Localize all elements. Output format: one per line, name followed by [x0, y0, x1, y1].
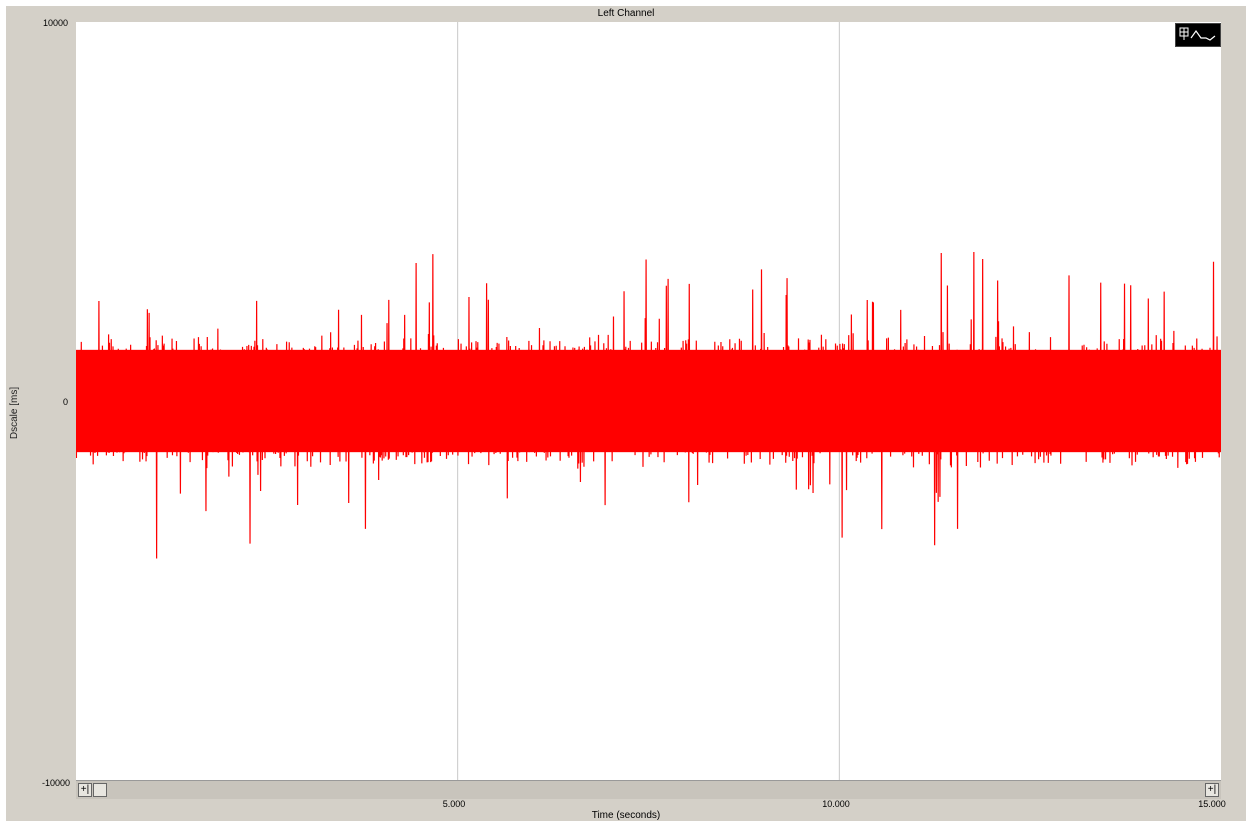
- y-tick-label-min: -10000: [41, 778, 70, 788]
- y-tick-label-zero: 0: [62, 397, 68, 407]
- scroll-left-button[interactable]: +|: [78, 783, 92, 797]
- x-tick-label: 5.000: [442, 799, 466, 809]
- signal-core-band: [76, 349, 1221, 453]
- plot-area[interactable]: [76, 22, 1221, 780]
- y-axis-label: Dscale [ms]: [9, 386, 20, 440]
- x-tick-label: 10.000: [822, 799, 850, 809]
- waveform-toggle-icon: [1179, 27, 1216, 41]
- chart-title: Left Channel: [597, 8, 655, 19]
- time-scrollbar[interactable]: +| +|: [76, 780, 1221, 799]
- x-axis-label: Time (seconds): [591, 810, 661, 821]
- scrollbar-thumb[interactable]: [93, 783, 107, 797]
- waveform-toggle-button[interactable]: [1175, 23, 1221, 47]
- y-tick-label-max: 10000: [42, 18, 68, 28]
- scroll-right-button[interactable]: +|: [1205, 783, 1219, 797]
- x-tick-label: 15.000: [1198, 799, 1226, 809]
- waveform-plot: [76, 22, 1221, 780]
- chart-window: Left Channel Dscale [ms] 10000 0 -10000 …: [6, 6, 1246, 821]
